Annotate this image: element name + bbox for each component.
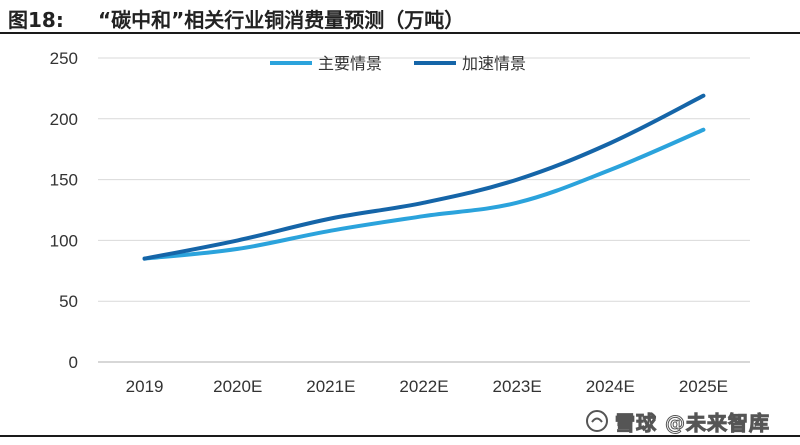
line-chart: 0 50 100 150 200 250 2019 2020E 2021E 2022E 2023E 2… [50,49,750,396]
series-line-accelerated [142,93,706,261]
y-tick-label: 100 [50,231,78,250]
x-tick-label: 2025E [679,377,728,396]
watermark-text: 雪球 @未来智库 [615,410,770,435]
x-tick-label: 2024E [586,377,635,396]
figure-header: 图18: “碳中和”相关行业铜消费量预测（万吨） [0,0,800,34]
y-tick-label: 50 [59,292,78,311]
legend-item-accelerated-label: 加速情景 [462,54,526,73]
x-tick-label: 2022E [399,377,448,396]
x-tick-label: 2020E [213,377,262,396]
legend-item-main-label: 主要情景 [318,54,382,73]
y-tick-label: 0 [69,353,78,372]
footer-rule [0,435,800,437]
watermark: 雪球 @未来智库 [585,406,770,436]
y-tick-label: 200 [50,110,78,129]
figure-title: “碳中和”相关行业铜消费量预测（万吨） [98,8,465,32]
x-tick-label: 2023E [493,377,542,396]
x-tick-label: 2021E [306,377,355,396]
y-tick-label: 150 [50,171,78,190]
x-tick-label: 2019 [126,377,164,396]
series-line-main [142,127,706,261]
figure-number: 图18: [8,8,64,32]
y-tick-label: 250 [50,49,78,68]
snowball-logo-icon [586,410,608,432]
